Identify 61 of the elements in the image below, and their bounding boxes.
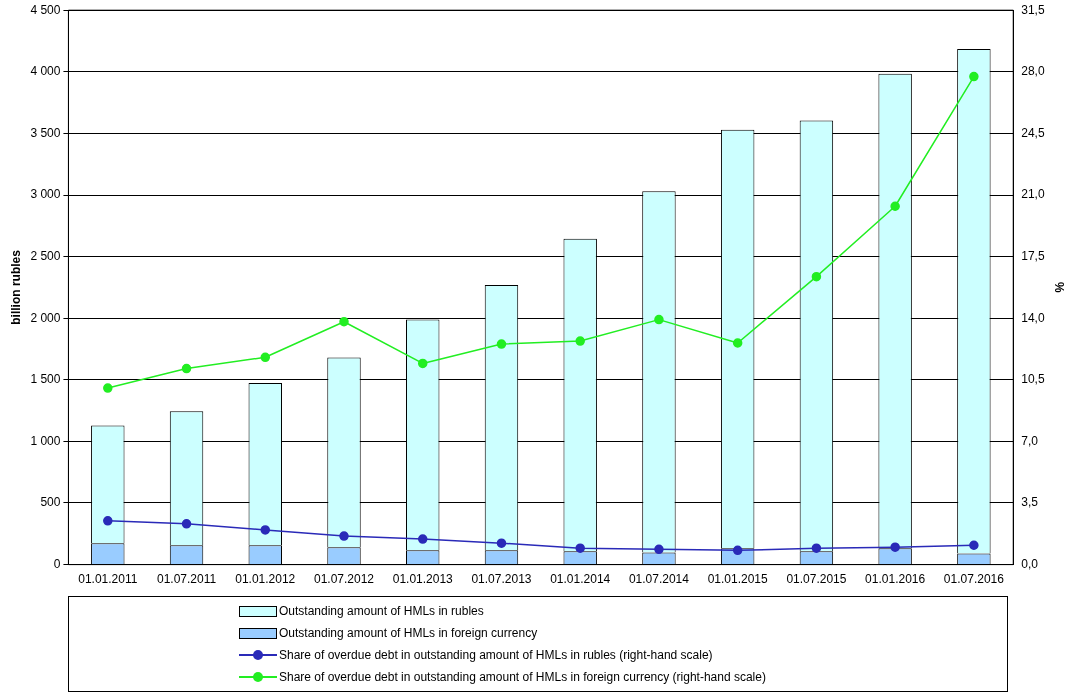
y2-tick-label: 28,0 [1021,64,1045,79]
x-tick-label: 01.01.2014 [550,572,611,587]
point [890,542,900,552]
point [890,201,900,212]
point [103,516,113,526]
point [811,543,822,553]
legend-label: Outstanding amount of HMLs in foreign currency [279,626,538,640]
y-tick-label: 3 000 [30,187,61,202]
x-tick-label: 01.07.2015 [786,572,847,587]
point [339,316,349,327]
point [417,358,428,369]
y-tick-label: 1 000 [30,433,61,448]
point [969,71,979,82]
y2-tick-label: 21,0 [1021,187,1045,202]
point [181,519,192,529]
x-tick-label: 01.01.2016 [865,572,926,587]
y2-tick-label: 10,5 [1021,372,1045,387]
point [575,336,585,346]
legend-label: Share of overdue debt in outstanding amount of HMLs in foreign currency (right-hand scale) [279,670,766,684]
y-tick-label: 500 [40,495,61,510]
y2-tick-label: 7,0 [1021,433,1039,448]
y2-tick-label: 17,5 [1021,248,1045,263]
point [654,544,664,555]
y2-tick-label: 31,5 [1021,2,1045,17]
y-tick-label: 2 500 [30,248,61,263]
y-tick-label: 2 000 [30,310,61,325]
point [417,534,428,544]
x-tick-label: 01.01.2015 [707,572,769,587]
y-tick-label: 0 [53,556,61,571]
x-tick-label: 01.01.2013 [392,572,454,587]
x-tick-label: 01.07.2014 [628,572,690,587]
point [260,352,271,363]
point [260,525,271,535]
x-tick-label: 01.01.2012 [235,572,296,587]
point [969,540,979,550]
y-tick-label: 1 500 [30,372,61,387]
y-axis-title: billion rubles [8,249,23,325]
x-tick-label: 01.01.2011 [78,572,138,587]
y2-tick-label: 24,5 [1021,125,1045,140]
point [732,338,743,348]
point [181,363,192,374]
point [654,314,664,325]
y2-axis-title: % [1052,282,1067,294]
x-tick-label: 01.07.2013 [471,572,532,587]
y-tick-label: 4 000 [30,64,61,79]
y2-tick-label: 14,0 [1021,310,1045,325]
x-tick-label: 01.07.2016 [943,572,1005,587]
point [811,271,822,282]
legend-label: Share of overdue debt in outstanding amount of HMLs in rubles (right-hand scale) [279,648,713,662]
x-tick-label: 01.07.2012 [313,572,375,587]
point [103,383,113,393]
point [496,339,507,349]
y-tick-label: 3 500 [30,125,61,140]
point [575,543,585,553]
y2-tick-label: 3,5 [1021,495,1039,510]
y-tick-label: 4 500 [30,2,61,17]
point [339,531,349,541]
x-tick-label: 01.07.2011 [156,572,217,587]
legend-label: Outstanding amount of HMLs in rubles [279,604,484,618]
y2-tick-label: 0,0 [1021,556,1039,571]
point [496,538,507,548]
